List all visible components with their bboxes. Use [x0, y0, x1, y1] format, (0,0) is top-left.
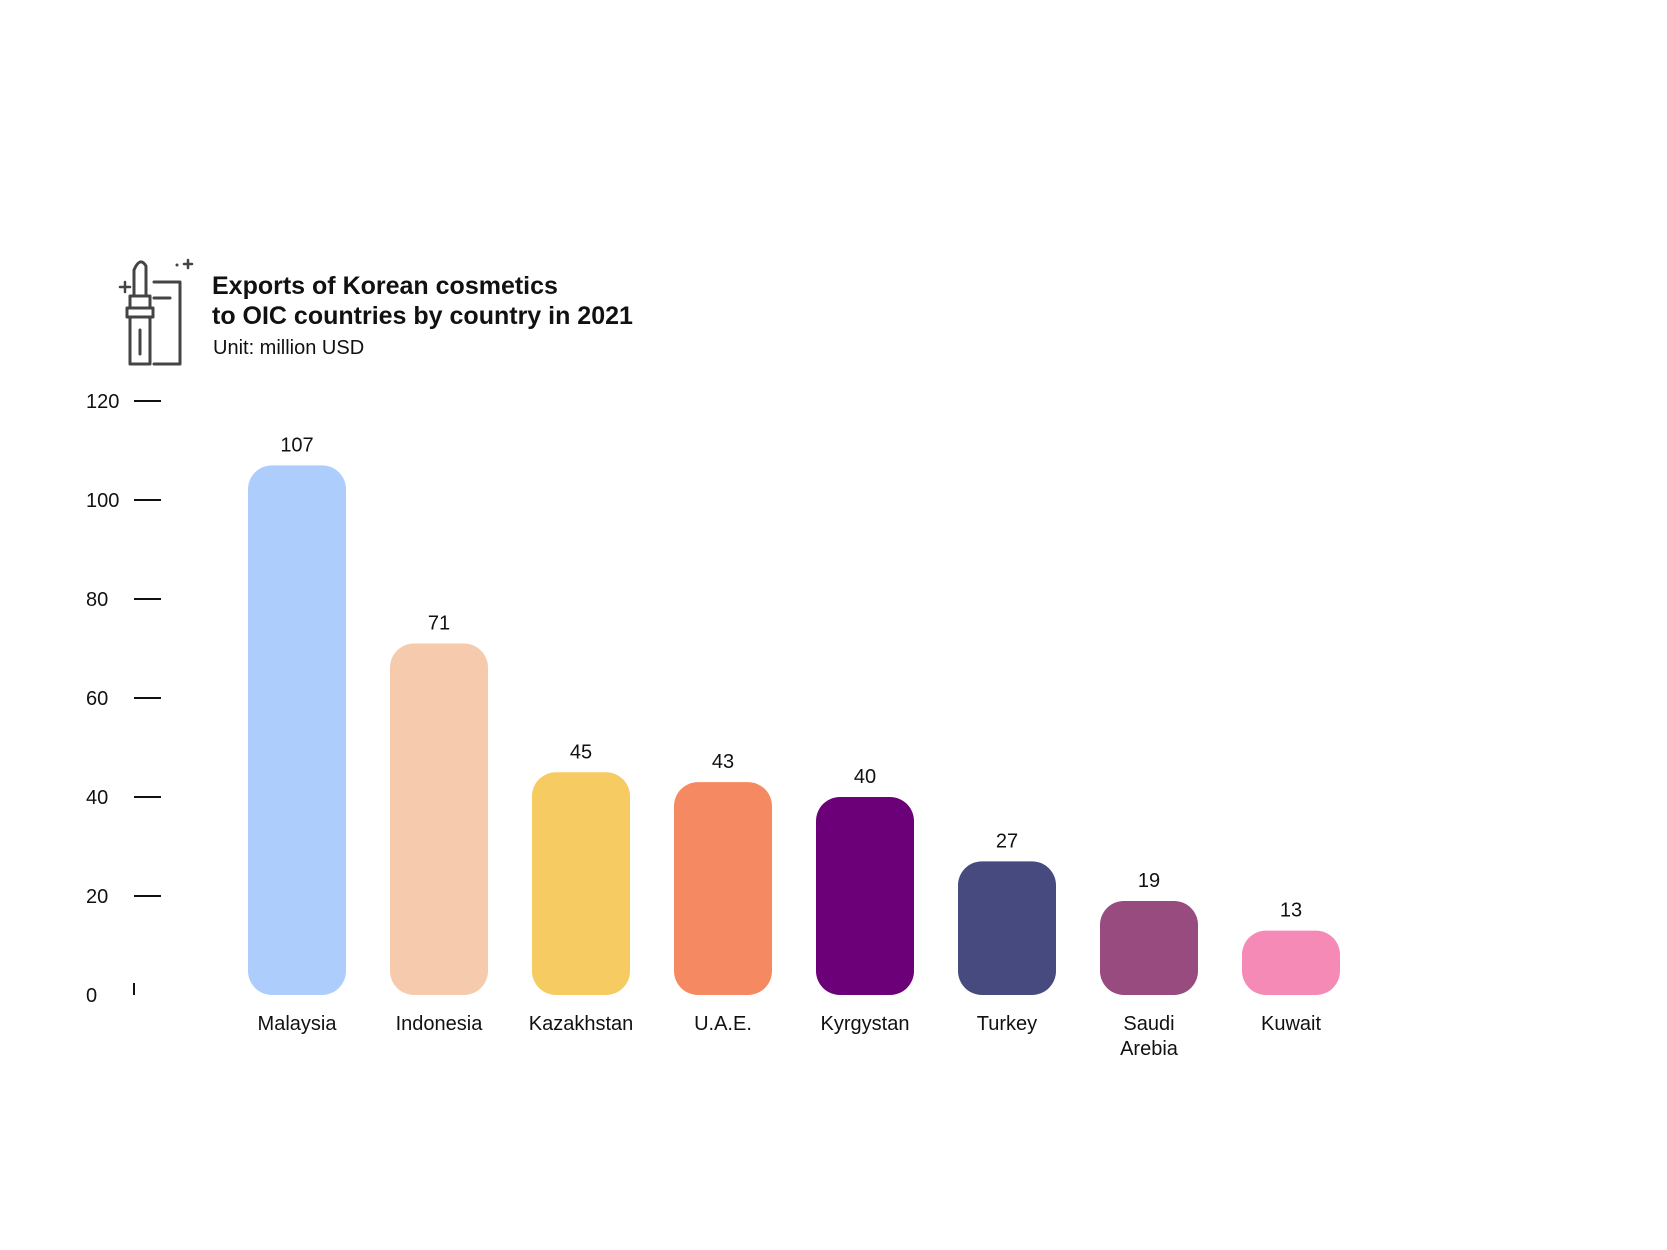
- x-tick-label: Saudi: [1123, 1013, 1174, 1035]
- bar-3: [674, 782, 772, 995]
- bar-7: [1242, 930, 1340, 995]
- bar-6: [1100, 900, 1198, 995]
- x-tick-label: U.A.E.: [694, 1013, 752, 1035]
- chart-title-line-1: Exports of Korean cosmetics: [212, 272, 558, 300]
- x-tick-label: Kuwait: [1261, 1013, 1321, 1035]
- chart-title-line-2: to OIC countries by country in 2021: [212, 302, 633, 330]
- x-tick-label: Turkey: [977, 1013, 1037, 1035]
- data-label: 40: [854, 766, 876, 788]
- data-label: 45: [570, 741, 592, 763]
- x-tick-label: Arebia: [1120, 1038, 1179, 1060]
- y-tick-label: 0: [86, 985, 97, 1007]
- y-tick-label: 40: [86, 787, 108, 809]
- y-tick-label: 20: [86, 886, 108, 908]
- data-label: 71: [428, 613, 450, 635]
- bar-5: [958, 861, 1056, 995]
- bar-1: [390, 643, 488, 995]
- y-tick-label: 100: [86, 490, 119, 512]
- chart-subtitle: Unit: million USD: [213, 337, 365, 359]
- x-tick-label: Kazakhstan: [529, 1013, 634, 1035]
- data-label: 43: [712, 751, 734, 773]
- data-label: 13: [1280, 900, 1302, 922]
- data-label: 19: [1138, 870, 1160, 892]
- y-tick-label: 60: [86, 688, 108, 710]
- bar-2: [532, 772, 630, 995]
- x-tick-label: Indonesia: [396, 1013, 484, 1035]
- data-label: 27: [996, 830, 1018, 852]
- x-tick-label: Malaysia: [258, 1013, 338, 1035]
- y-tick-label: 120: [86, 391, 119, 413]
- data-label: 107: [280, 434, 313, 456]
- bar-4: [816, 797, 914, 995]
- x-tick-label: Kyrgystan: [821, 1013, 910, 1035]
- y-tick-label: 80: [86, 589, 108, 611]
- lipstick-icon: [118, 256, 198, 366]
- bar-0: [248, 465, 346, 996]
